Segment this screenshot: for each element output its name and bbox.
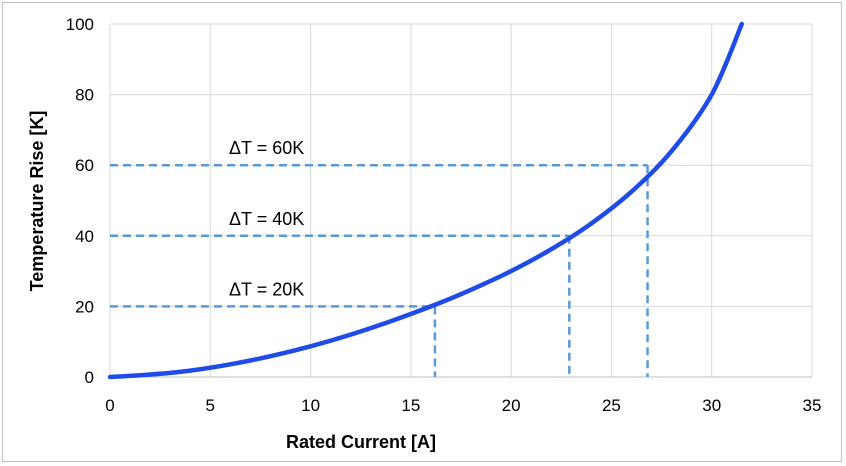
grid — [109, 23, 813, 378]
x-tick-label: 25 — [602, 396, 621, 415]
y-tick-label: 40 — [75, 227, 94, 246]
y-tick-labels: 0 20 40 60 80 100 — [66, 15, 94, 387]
reference-annotation: ΔT = 60K — [229, 138, 304, 158]
y-tick-label: 100 — [66, 15, 94, 34]
y-tick-label: 80 — [75, 86, 94, 105]
x-tick-label: 35 — [803, 396, 822, 415]
x-tick-labels: 0 5 10 15 20 25 30 35 — [105, 396, 821, 415]
y-tick-label: 0 — [85, 368, 94, 387]
x-axis-title: Rated Current [A] — [286, 432, 436, 452]
reference-lines — [110, 163, 649, 377]
x-tick-label: 5 — [206, 396, 215, 415]
x-tick-label: 15 — [401, 396, 420, 415]
reference-annotation: ΔT = 40K — [229, 209, 304, 229]
reference-annotation: ΔT = 20K — [229, 279, 304, 299]
y-axis-title: Temperature Rise [K] — [27, 111, 47, 292]
series-layer — [107, 21, 745, 380]
x-tick-label: 0 — [105, 396, 114, 415]
y-tick-label: 20 — [75, 297, 94, 316]
y-tick-label: 60 — [75, 156, 94, 175]
x-tick-label: 30 — [702, 396, 721, 415]
x-tick-label: 20 — [502, 396, 521, 415]
temperature-rise-curve — [107, 21, 745, 380]
annotations: ΔT = 20K ΔT = 40K ΔT = 60K — [229, 138, 304, 299]
x-tick-label: 10 — [301, 396, 320, 415]
